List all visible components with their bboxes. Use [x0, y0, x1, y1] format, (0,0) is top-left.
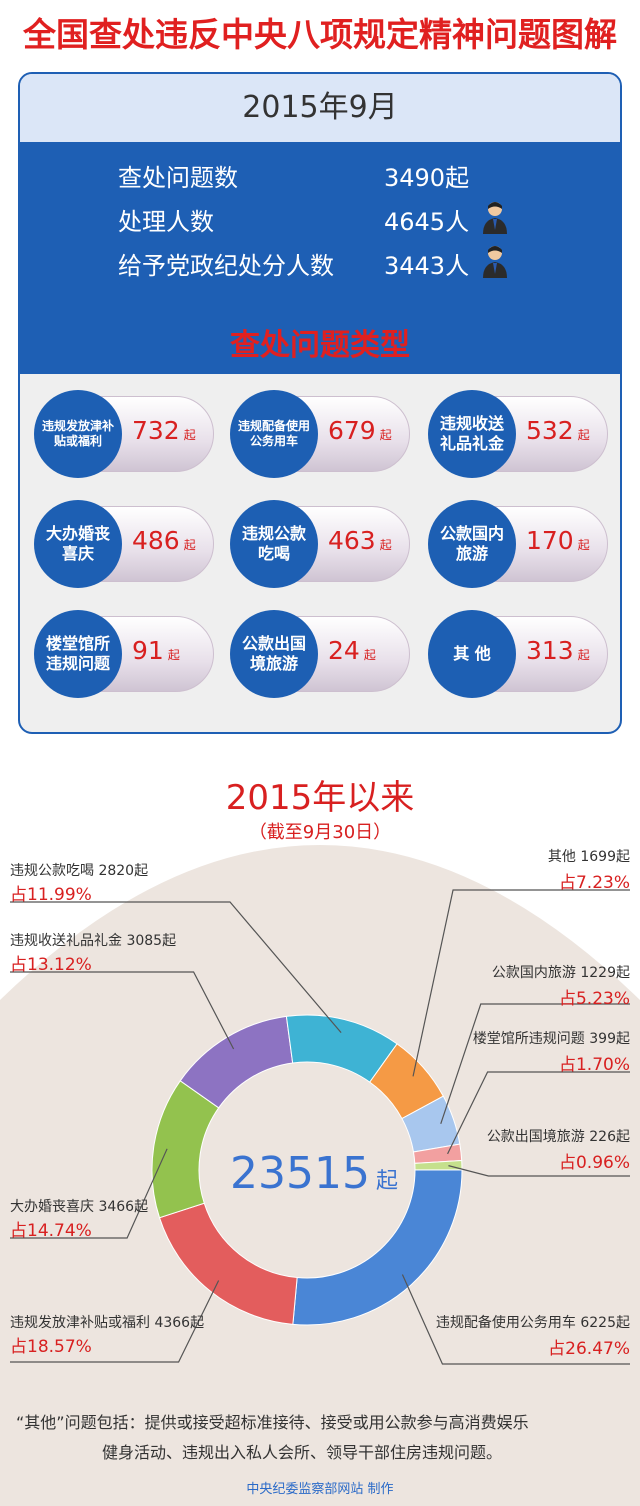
pct-other: 占7.23% — [558, 873, 630, 893]
type-item: 违规收送礼品礼金 532 起 — [428, 390, 608, 478]
pct-dining: 占11.99% — [10, 885, 92, 905]
stat-label: 查处问题数 — [118, 164, 238, 192]
credit: 中央纪委监察部网站 制作 — [246, 1482, 394, 1497]
pct-allowances: 占18.57% — [10, 1337, 92, 1357]
label-other: 其他 1699起 — [547, 849, 630, 865]
type-item: 违规发放津补贴或福利 732 起 — [34, 390, 214, 478]
type-value: 91 起 — [132, 636, 180, 665]
person-icon — [483, 246, 507, 278]
type-name: 其 他 — [428, 610, 516, 698]
label-domestic-travel: 公款国内旅游 1229起 — [491, 965, 630, 981]
types-title: 查处问题类型 — [230, 328, 410, 363]
type-item: 公款出国境旅游 24 起 — [230, 610, 410, 698]
stat-row-cases: 查处问题数 3490起 — [20, 152, 620, 196]
type-item: 违规公款吃喝 463 起 — [230, 500, 410, 588]
type-item: 楼堂馆所违规问题 91 起 — [34, 610, 214, 698]
footnote: “其他”问题包括：提供或接受超标准接待、接受或用公款参与高消费娱乐 健身活动、违… — [16, 1413, 529, 1462]
stat-value: 3443人 — [384, 252, 470, 280]
leader-line — [448, 1165, 630, 1177]
stat-label: 处理人数 — [118, 208, 214, 236]
label-overseas-travel: 公款出国境旅游 226起 — [486, 1129, 630, 1145]
type-name: 违规发放津补贴或福利 — [34, 390, 122, 478]
label-cars: 违规配备使用公务用车 6225起 — [435, 1315, 630, 1331]
type-value: 679 起 — [328, 416, 392, 445]
type-value: 486 起 — [132, 526, 196, 555]
stat-value: 4645人 — [384, 208, 470, 236]
monthly-stats: 查处问题数 3490起 处理人数 4645人 给予党政纪处分人数 3443人 — [20, 142, 620, 374]
label-dining: 违规公款吃喝 2820起 — [10, 863, 149, 879]
type-value: 24 起 — [328, 636, 376, 665]
type-value: 313 起 — [526, 636, 590, 665]
type-item: 大办婚丧喜庆 486 起 — [34, 500, 214, 588]
stat-row-people: 处理人数 4645人 — [20, 196, 620, 240]
leader-line — [447, 1071, 630, 1155]
leader-line — [412, 889, 630, 1077]
pct-buildings: 占1.70% — [558, 1055, 630, 1075]
type-name: 大办婚丧喜庆 — [34, 500, 122, 588]
type-value: 532 起 — [526, 416, 590, 445]
pct-gifts: 占13.12% — [10, 955, 92, 975]
type-value: 170 起 — [526, 526, 590, 555]
type-name: 违规配备使用公务用车 — [230, 390, 318, 478]
person-icon — [483, 202, 507, 234]
pct-cars: 占26.47% — [548, 1339, 630, 1359]
pct-overseas-travel: 占0.96% — [558, 1153, 630, 1173]
label-buildings: 楼堂馆所违规问题 399起 — [472, 1031, 630, 1047]
type-name: 楼堂馆所违规问题 — [34, 610, 122, 698]
donut-slice — [158, 1202, 298, 1325]
type-name: 违规收送礼品礼金 — [428, 390, 516, 478]
label-gifts: 违规收送礼品礼金 3085起 — [10, 933, 177, 949]
leader-line — [401, 1274, 630, 1365]
label-allowances: 违规发放津补贴或福利 4366起 — [10, 1315, 205, 1331]
type-name: 公款出国境旅游 — [230, 610, 318, 698]
since-title: 2015年以来 — [225, 778, 415, 818]
type-item: 公款国内旅游 170 起 — [428, 500, 608, 588]
month-label: 2015年9月 — [20, 74, 620, 142]
leader-line — [440, 1003, 630, 1125]
type-name: 违规公款吃喝 — [230, 500, 318, 588]
since-subtitle: （截至9月30日） — [248, 822, 392, 843]
leader-line — [10, 971, 235, 1050]
type-value: 732 起 — [132, 416, 196, 445]
lower-background — [0, 845, 640, 1506]
donut-total: 23515 起 — [230, 1148, 398, 1199]
leader-line — [10, 901, 342, 1034]
monthly-panel: 2015年9月 查处问题数 3490起 处理人数 4645人 给予党政纪处分人数… — [18, 72, 622, 734]
stat-row-punished: 给予党政纪处分人数 3443人 — [20, 240, 620, 284]
stat-label: 给予党政纪处分人数 — [118, 252, 334, 280]
leader-line — [10, 1280, 220, 1363]
type-item: 其 他 313 起 — [428, 610, 608, 698]
page-title: 全国查处违反中央八项规定精神问题图解 — [23, 15, 617, 54]
donut-slice — [414, 1160, 463, 1171]
label-weddings: 大办婚丧喜庆 3466起 — [10, 1199, 149, 1215]
stat-value: 3490起 — [384, 164, 470, 192]
pct-domestic-travel: 占5.23% — [558, 989, 630, 1009]
pct-weddings: 占14.74% — [10, 1221, 92, 1241]
leader-line — [10, 1148, 168, 1239]
type-name: 公款国内旅游 — [428, 500, 516, 588]
type-value: 463 起 — [328, 526, 392, 555]
type-item: 违规配备使用公务用车 679 起 — [230, 390, 410, 478]
